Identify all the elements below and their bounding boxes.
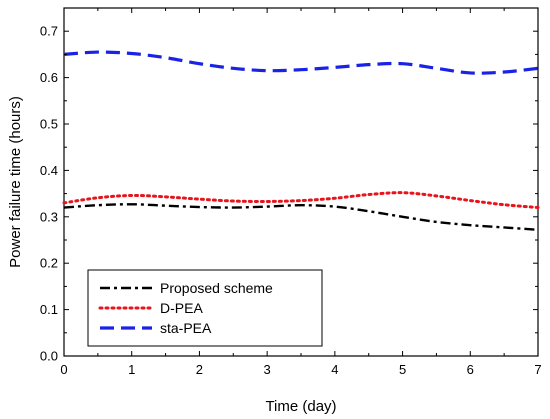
x-axis-title: Time (day) — [265, 398, 336, 415]
series-line-1 — [62, 191, 540, 210]
series-line-0 — [63, 203, 539, 231]
x-tick-label: 2 — [196, 362, 203, 377]
x-tick-label: 0 — [60, 362, 67, 377]
series-lines — [62, 50, 540, 231]
axis-ticks: 0 1 2 3 4 5 6 7 0.0 0.1 0.2 0.3 0.4 0.5 0.6 0.7 — [40, 8, 542, 377]
x-tick-label: 4 — [331, 362, 338, 377]
y-tick-label: 0.5 — [40, 117, 58, 132]
y-tick-label: 0.4 — [40, 163, 58, 178]
y-tick-label: 0.3 — [40, 209, 58, 224]
y-axis-title: Power failure time (hours) — [7, 96, 24, 268]
legend: Proposed scheme D-PEA sta-PEA — [87, 269, 323, 347]
x-tick-label: 7 — [534, 362, 541, 377]
legend-label-2: sta-PEA — [160, 320, 212, 336]
y-tick-label: 0.2 — [40, 256, 58, 271]
y-tick-label: 0.1 — [40, 302, 58, 317]
y-tick-label: 0.6 — [40, 70, 58, 85]
y-tick-label: 0.0 — [40, 349, 58, 364]
series-line-2 — [63, 50, 539, 75]
y-tick-label: 0.7 — [40, 24, 58, 39]
x-tick-label: 5 — [399, 362, 406, 377]
legend-label-0: Proposed scheme — [160, 280, 273, 296]
legend-label-1: D-PEA — [160, 300, 203, 316]
x-tick-label: 3 — [264, 362, 271, 377]
x-tick-label: 6 — [467, 362, 474, 377]
x-tick-label: 1 — [128, 362, 135, 377]
